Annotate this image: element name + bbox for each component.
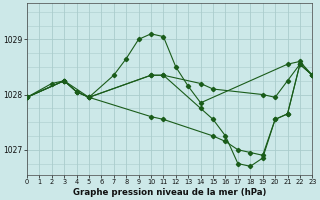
X-axis label: Graphe pression niveau de la mer (hPa): Graphe pression niveau de la mer (hPa): [73, 188, 266, 197]
